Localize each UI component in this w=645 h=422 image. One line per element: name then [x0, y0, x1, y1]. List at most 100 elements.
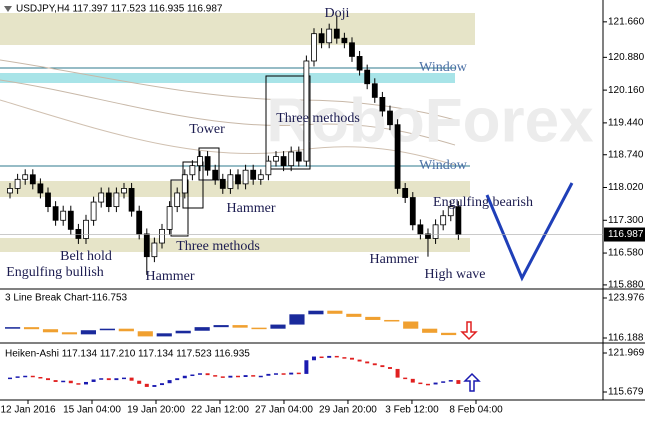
- candle-body: [371, 83, 378, 98]
- candle-body: [440, 215, 447, 226]
- ha-bar: [175, 378, 180, 381]
- ha-bar: [167, 380, 172, 384]
- brick: [384, 319, 400, 322]
- candle-body: [257, 174, 264, 180]
- candle-body: [280, 156, 287, 167]
- candle-body: [22, 174, 29, 180]
- pattern-label: Belt hold: [60, 249, 112, 264]
- ha-bar: [243, 375, 248, 377]
- brick: [156, 333, 172, 337]
- candle-body: [394, 124, 401, 189]
- candle-body: [364, 69, 371, 85]
- x-tick-label: 22 Jan 12:00: [191, 405, 249, 416]
- ha-bar: [159, 383, 164, 386]
- brick: [289, 314, 305, 325]
- ha-bar: [395, 368, 400, 378]
- candle-body: [318, 33, 325, 44]
- candle-body: [204, 156, 211, 171]
- candle-body: [288, 151, 295, 167]
- candle-body: [242, 169, 249, 185]
- ha-bar: [410, 378, 415, 383]
- ha-bar: [327, 355, 332, 358]
- ha-bar: [91, 379, 96, 382]
- pattern-label: Window: [419, 60, 468, 75]
- candle-body: [75, 228, 82, 239]
- chart-title: USDJPY,H4 117.397 117.523 116.935 116.98…: [16, 4, 223, 15]
- candle-body: [7, 188, 13, 194]
- candle-body: [273, 156, 279, 162]
- candle-body: [60, 210, 67, 221]
- y-tick-label: 120.880: [608, 52, 645, 63]
- brick: [422, 328, 438, 333]
- candle-body: [197, 156, 203, 167]
- brick: [61, 332, 78, 335]
- brick: [137, 331, 153, 337]
- brick: [441, 332, 457, 336]
- ha-bar: [365, 361, 370, 364]
- ha-bar: [205, 373, 210, 376]
- candle-body: [52, 206, 59, 221]
- brick: [327, 310, 343, 314]
- candle-body: [227, 174, 234, 189]
- ha-bar: [251, 375, 256, 377]
- ha-bar: [357, 359, 362, 362]
- pattern-label: Tower: [189, 122, 225, 137]
- candle-body: [402, 188, 409, 198]
- ha-bar: [349, 357, 354, 360]
- window-zone: [0, 73, 455, 83]
- candle-body: [14, 178, 21, 189]
- brick: [251, 327, 267, 330]
- ha-bar: [220, 376, 225, 378]
- brick: [365, 316, 381, 320]
- pattern-label: Hammer: [227, 201, 276, 216]
- candle-body: [136, 210, 143, 235]
- moving-average: [0, 79, 456, 146]
- ha-bar: [8, 377, 13, 380]
- candle-body: [128, 188, 135, 212]
- candle-body: [409, 197, 416, 226]
- ha-bar: [114, 378, 119, 381]
- ha-bar: [68, 380, 73, 384]
- panel-title: Heiken-Ashi 117.134 117.210 117.134 117.…: [5, 349, 250, 360]
- ha-bar: [76, 383, 81, 385]
- ha-bar: [23, 375, 28, 378]
- brick: [346, 313, 362, 317]
- pattern-label: Three methods: [276, 111, 360, 126]
- pattern-label: Engulfing bearish: [433, 195, 533, 210]
- y-tick-label: 123.976: [608, 293, 645, 304]
- ha-bar: [106, 378, 111, 381]
- y-tick-label: 116.580: [608, 248, 644, 259]
- candle-body: [379, 96, 386, 112]
- pattern-label: High wave: [424, 267, 485, 282]
- y-tick-label: 119.440: [608, 118, 644, 129]
- ha-bar: [182, 375, 187, 379]
- candle-body: [387, 110, 393, 126]
- ha-bar: [144, 383, 149, 387]
- x-tick-label: 19 Jan 20:00: [127, 405, 185, 416]
- ha-bar: [190, 374, 195, 377]
- panel-title: 3 Line Break Chart-116.753: [5, 293, 128, 304]
- candle-body: [181, 174, 188, 194]
- candle-body: [219, 178, 226, 189]
- candle-body: [174, 192, 181, 208]
- x-tick-label: 3 Feb 12:00: [385, 405, 439, 416]
- header-icon: [4, 6, 12, 12]
- moving-average: [0, 59, 456, 121]
- x-tick-label: 29 Jan 20:00: [319, 405, 377, 416]
- ha-bar: [319, 356, 324, 359]
- y-tick-label: 121.969: [608, 348, 645, 359]
- ha-bar: [281, 373, 286, 375]
- ha-bar: [228, 375, 233, 378]
- ha-bar: [258, 375, 263, 378]
- candle-body: [432, 224, 439, 239]
- ha-bar: [30, 375, 35, 378]
- candle-body: [143, 233, 150, 258]
- current-price-label: 116.987: [608, 229, 644, 240]
- candle-body: [341, 37, 348, 44]
- candle-body: [151, 242, 158, 258]
- ha-bar: [273, 373, 278, 375]
- candle-body: [29, 174, 36, 185]
- ha-bar: [61, 380, 66, 383]
- y-tick-label: 118.020: [608, 182, 644, 193]
